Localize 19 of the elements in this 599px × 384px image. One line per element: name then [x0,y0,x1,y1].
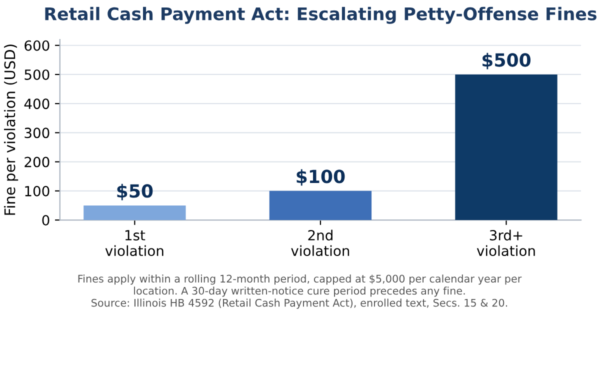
y-tick-label: 600 [24,40,50,51]
chart-title: Retail Cash Payment Act: Escalating Petty-Offense Fines [45,6,596,24]
y-tick-label: 100 [25,186,50,196]
y-axis-title: Fine per violation (USD) [4,44,18,215]
bar [269,190,372,220]
y-tick-label: 500 [24,69,50,80]
x-tick-label: 3rd+ violation [476,230,535,256]
bar [84,205,186,220]
data-label: $100 [296,169,345,186]
data-label: $500 [482,52,531,70]
x-tick-label: 2nd violation [291,230,350,256]
y-tick-label: 0 [42,215,50,226]
y-tick-label: 200 [24,156,50,168]
y-tick-label: 300 [24,128,50,138]
text: Fines apply within a rolling 12-month period, capped at $5,000 per calendar year per location. A 30-day written-notice cure period precedes any fine. Source: Illinois HB 4592 (Retail Cash Payment Act), enrolled text, Secs. 15 & 20. [78,274,522,309]
x-tick-label: 1st violation [105,230,164,256]
bar [455,74,558,220]
data-label: $50 [117,184,153,200]
y-tick-label: 400 [24,98,50,110]
